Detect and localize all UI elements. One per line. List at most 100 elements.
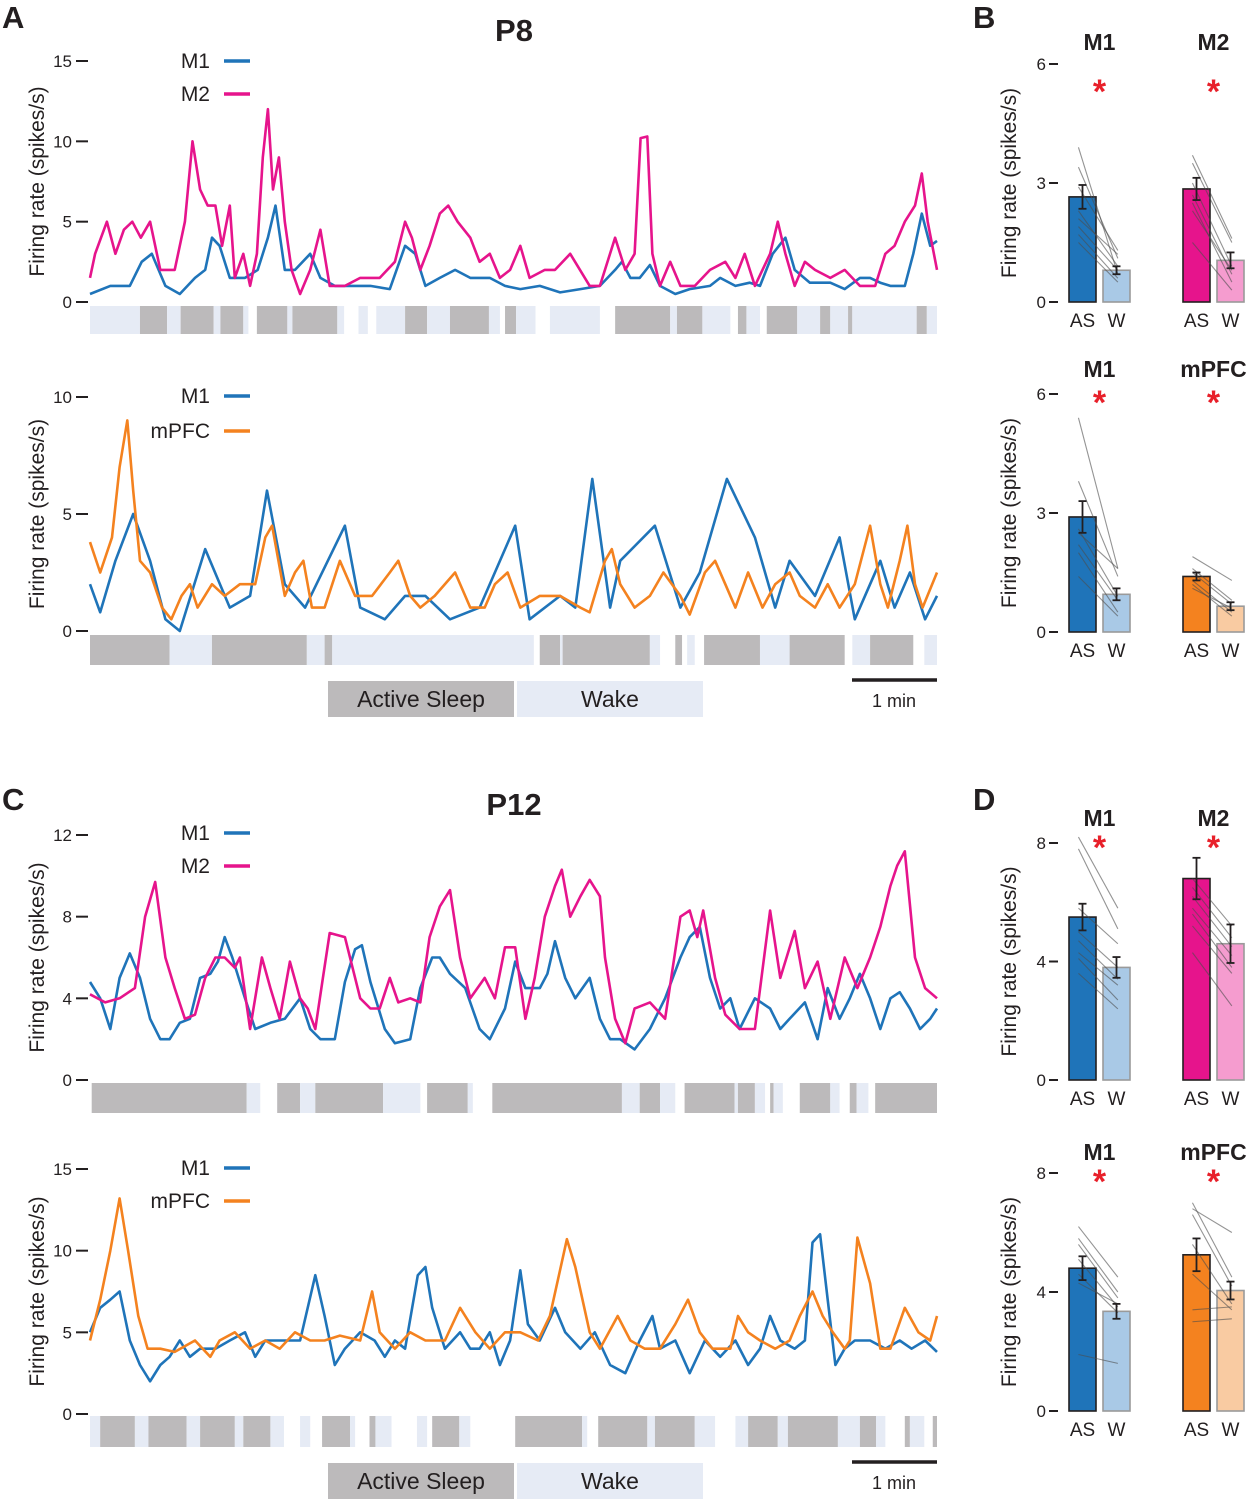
individual-pair-line (1078, 1244, 1119, 1299)
active-sleep-epoch (789, 635, 845, 665)
error-bar (1078, 1255, 1087, 1281)
active-sleep-epoch (292, 306, 338, 334)
significance-marker: * (1093, 384, 1107, 422)
y-tick-label: 15 (53, 52, 72, 71)
active-sleep-epoch (562, 635, 650, 665)
wake-epoch (213, 306, 221, 334)
active-sleep-epoch (449, 306, 489, 334)
wake-epoch (852, 635, 871, 665)
y-axis-label: Firing rate (spikes/s) (26, 86, 49, 276)
active-sleep-epoch (675, 635, 683, 665)
individual-pair-line (1078, 958, 1119, 1001)
trace-line-m2 (89, 850, 938, 1045)
individual-pair-line (1078, 1226, 1119, 1278)
y-tick-label: 8 (63, 908, 72, 927)
y-tick-label: 0 (63, 1405, 72, 1424)
error-bar (1226, 251, 1235, 270)
x-category-label: AS (1070, 311, 1095, 332)
x-category-label: W (1222, 311, 1240, 332)
active-sleep-epoch (200, 1416, 235, 1447)
wake-epoch (375, 1416, 392, 1447)
error-bar (1078, 500, 1087, 534)
active-sleep-epoch (369, 1416, 376, 1447)
significance-marker: * (1207, 829, 1221, 867)
bar-w (1216, 942, 1245, 1081)
y-tick-label: 0 (63, 1071, 72, 1090)
active-sleep-epoch (539, 635, 561, 665)
y-tick-label: 5 (63, 213, 72, 232)
active-sleep-epoch (704, 635, 760, 665)
y-tick-label: 4 (63, 989, 72, 1008)
bar-group-m1: M1* AS W (1068, 805, 1131, 1110)
individual-pair-line (1192, 583, 1233, 617)
bar-group-m1: M1* AS W (1068, 356, 1131, 662)
wake-epoch (287, 306, 293, 334)
active-sleep-epoch (220, 306, 244, 334)
active-sleep-epoch (427, 1083, 468, 1113)
individual-pair-line (1078, 234, 1119, 279)
y-tick-label: 0 (1037, 1071, 1046, 1090)
bar-as (1068, 916, 1097, 1081)
individual-pair-line (1191, 1202, 1233, 1278)
wake-epoch (647, 1416, 655, 1447)
wake-epoch (777, 1416, 788, 1447)
x-category-label: AS (1070, 1089, 1095, 1110)
error-bar (1226, 1280, 1235, 1301)
legend-wake-swatch (517, 681, 703, 717)
significance-marker: * (1207, 73, 1221, 111)
group-title: M1 (1084, 1139, 1116, 1165)
legend-label-mpfc: mPFC (151, 420, 211, 443)
wake-epoch (926, 306, 937, 334)
wake-epoch (383, 1083, 421, 1113)
active-sleep-epoch (859, 1416, 877, 1447)
individual-pair-line (1078, 972, 1119, 1010)
panel-letter-A: A (2, 0, 24, 35)
y-tick-label: 15 (53, 1160, 72, 1179)
wake-epoch (660, 1083, 676, 1113)
wake-epoch (90, 306, 140, 334)
individual-pair-line (1078, 952, 1119, 986)
wake-epoch (358, 306, 368, 334)
legend-label-m1: M1 (181, 385, 210, 408)
active-sleep-epoch (875, 1083, 937, 1113)
active-sleep-epoch (315, 1083, 384, 1113)
individual-pair-line (1191, 1244, 1233, 1305)
y-tick-label: 0 (63, 293, 72, 312)
active-sleep-epoch (737, 306, 747, 334)
individual-pair-line (1077, 417, 1119, 569)
wake-epoch (467, 1083, 473, 1113)
significance-marker: * (1093, 1163, 1107, 1201)
x-category-label: AS (1070, 1420, 1095, 1441)
y-axis-label: Firing rate (spikes/s) (26, 1196, 49, 1386)
significance-marker: * (1207, 1163, 1221, 1201)
panel-letter-C: C (2, 782, 24, 817)
y-tick-label: 0 (1037, 623, 1046, 642)
active-sleep-epoch (277, 1083, 301, 1113)
wake-epoch (134, 1416, 149, 1447)
group-title: M2 (1198, 29, 1230, 55)
wake-epoch (670, 306, 677, 334)
individual-pair-line (1077, 186, 1119, 251)
y-tick-label: 4 (1037, 1283, 1046, 1302)
error-bar (1078, 184, 1087, 210)
legend-active-sleep-label: Active Sleep (357, 686, 485, 712)
y-tick-label: 3 (1037, 174, 1046, 193)
active-sleep-epoch (432, 1416, 460, 1447)
y-tick-label: 0 (63, 622, 72, 641)
legend-label-m1: M1 (181, 1157, 210, 1180)
y-tick-label: 6 (1037, 55, 1046, 74)
bar-as (1182, 877, 1211, 1081)
active-sleep-epoch (799, 1083, 831, 1113)
individual-pair-line (1192, 952, 1233, 1007)
legend-label-m1: M1 (181, 50, 210, 73)
wake-epoch (350, 1416, 356, 1447)
active-sleep-epoch (654, 1416, 695, 1447)
active-sleep-epoch (322, 1416, 351, 1447)
y-axis-label: Firing rate (spikes/s) (26, 419, 49, 609)
error-bar (1226, 601, 1235, 612)
legend-label-m1: M1 (181, 822, 210, 845)
error-bar (1112, 587, 1121, 602)
wake-epoch (169, 635, 212, 665)
